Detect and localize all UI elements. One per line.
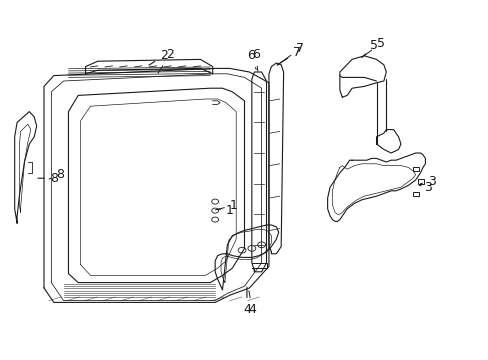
Text: 5: 5 [361, 37, 384, 58]
Text: 5: 5 [363, 39, 377, 55]
Text: 3: 3 [420, 175, 435, 188]
Text: 8: 8 [38, 172, 58, 185]
Text: 4: 4 [243, 287, 250, 316]
Text: 7: 7 [277, 46, 300, 65]
Text: 2: 2 [149, 49, 167, 65]
Text: 1: 1 [218, 204, 233, 217]
Text: 6: 6 [246, 49, 256, 69]
Text: 1: 1 [215, 199, 237, 212]
Bar [417, 179, 423, 184]
Text: 6: 6 [251, 48, 259, 71]
Text: 7: 7 [277, 42, 303, 65]
Text: 4: 4 [248, 291, 256, 316]
Text: 8: 8 [49, 168, 64, 181]
Text: 3: 3 [419, 181, 431, 194]
Text: 2: 2 [158, 48, 174, 73]
Bar [412, 192, 418, 196]
Bar [412, 167, 418, 171]
